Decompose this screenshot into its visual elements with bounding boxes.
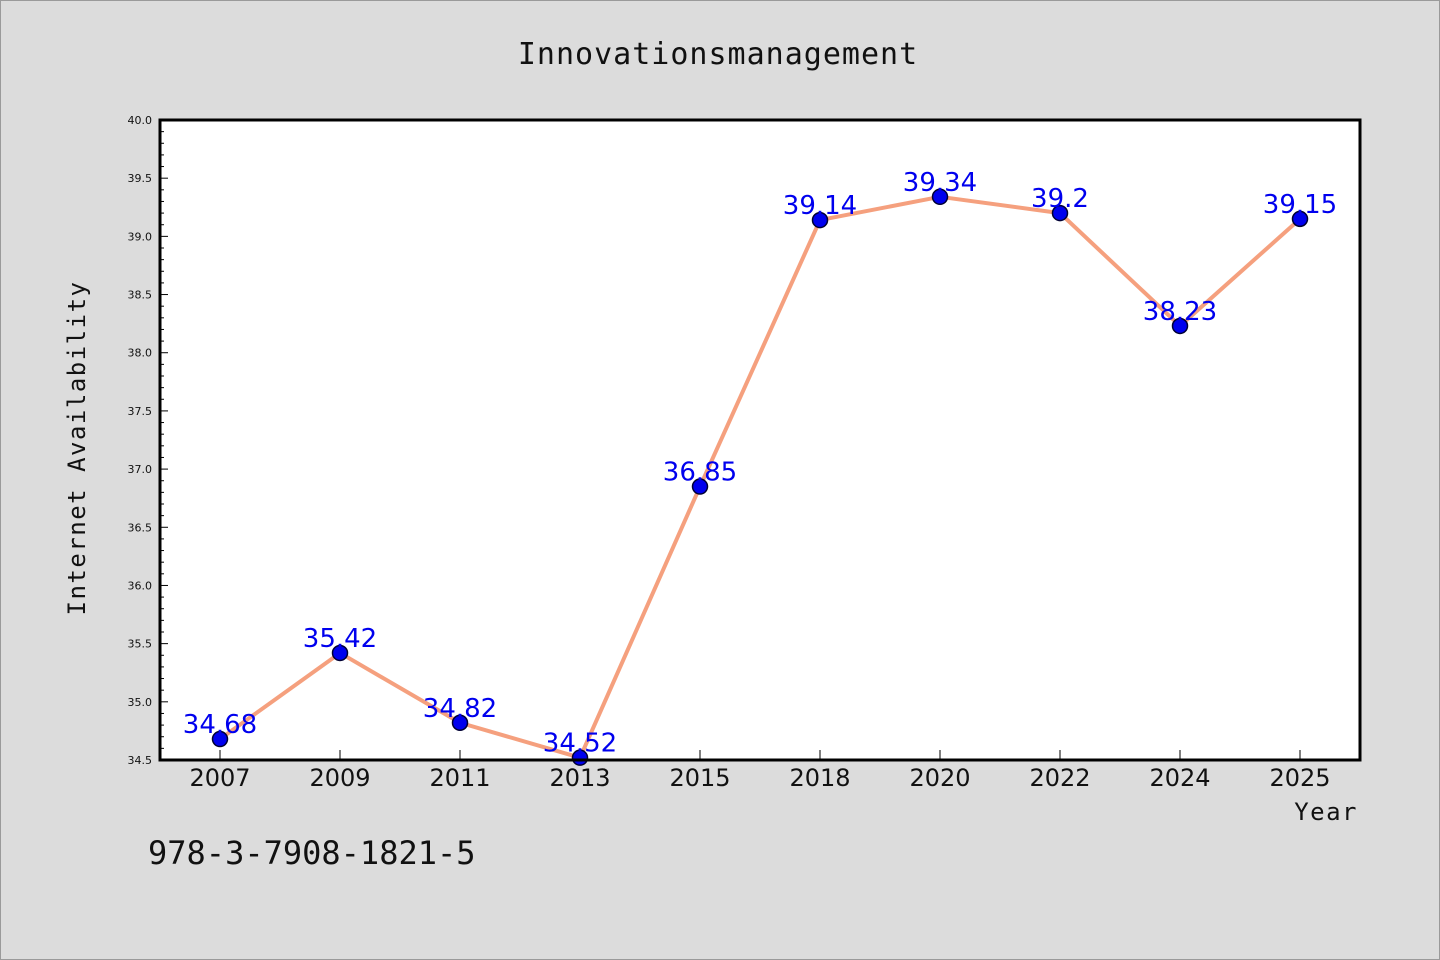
x-tick-label: 2018 xyxy=(789,764,850,792)
data-point xyxy=(691,478,709,495)
y-axis-label: Internet Availability xyxy=(63,281,91,616)
y-tick-label: 37.5 xyxy=(128,405,153,418)
x-tick-label: 2015 xyxy=(669,764,730,792)
data-label: 39.14 xyxy=(783,191,857,221)
x-tick-label: 2020 xyxy=(909,764,970,792)
data-point xyxy=(1171,317,1189,335)
data-point xyxy=(811,211,829,229)
y-tick-label: 39.0 xyxy=(128,230,153,243)
x-tick-label: 2007 xyxy=(189,764,250,792)
x-tick-label: 2013 xyxy=(549,764,610,792)
data-label: 34.82 xyxy=(423,694,497,724)
y-tick-label: 36.5 xyxy=(128,521,153,534)
x-axis-label: Year xyxy=(1294,798,1358,826)
data-label: 39.15 xyxy=(1263,190,1337,220)
x-tick-labels: 2007 2009 2011 2013 2015 2018 2020 2022 2024 2025 xyxy=(189,764,1330,792)
y-tick-labels: 34.5 35.0 35.5 36.0 36.5 37.0 37.5 38.0 38.5 39.0… xyxy=(128,114,153,767)
x-tick-label: 2022 xyxy=(1029,764,1090,792)
y-tick-label: 39.5 xyxy=(128,172,153,185)
y-tick-label: 34.5 xyxy=(128,754,153,767)
data-label: 36.85 xyxy=(663,458,737,488)
data-label: 39.34 xyxy=(903,168,977,198)
plot-frame xyxy=(158,118,1362,762)
y-tick-label: 36.0 xyxy=(128,579,153,592)
series-line xyxy=(218,194,1302,760)
chart-title: Innovationsmanagement xyxy=(518,37,918,72)
data-label: 39.2 xyxy=(1031,184,1089,214)
data-label: 35.42 xyxy=(303,624,377,654)
y-tick-label: 38.5 xyxy=(128,289,153,302)
x-tick-label: 2009 xyxy=(309,764,370,792)
data-label: 38.23 xyxy=(1143,297,1217,327)
data-point xyxy=(1291,210,1309,228)
data-point xyxy=(1051,204,1069,222)
y-tick-label: 38.0 xyxy=(128,347,153,360)
footer-isbn: 978-3-7908-1821-5 xyxy=(148,834,476,872)
x-tick-label: 2025 xyxy=(1269,764,1330,792)
plot-area xyxy=(160,120,1360,760)
y-tick-label: 37.0 xyxy=(128,463,153,476)
y-tick-label: 35.5 xyxy=(128,638,153,651)
data-point xyxy=(331,644,349,662)
data-point xyxy=(931,188,949,206)
x-tick-label: 2011 xyxy=(429,764,490,792)
data-label: 34.52 xyxy=(543,729,617,759)
data-point xyxy=(211,730,229,748)
y-tick-label: 40.0 xyxy=(128,114,153,127)
x-tick-label: 2024 xyxy=(1149,764,1210,792)
data-point xyxy=(451,714,469,732)
y-tick-label: 35.0 xyxy=(128,696,153,709)
series-layer: 34.68 35.42 34.82 34.52 36.85 39.14 39.34 39.2 3… xyxy=(183,168,1337,766)
data-label: 34.68 xyxy=(183,710,257,740)
